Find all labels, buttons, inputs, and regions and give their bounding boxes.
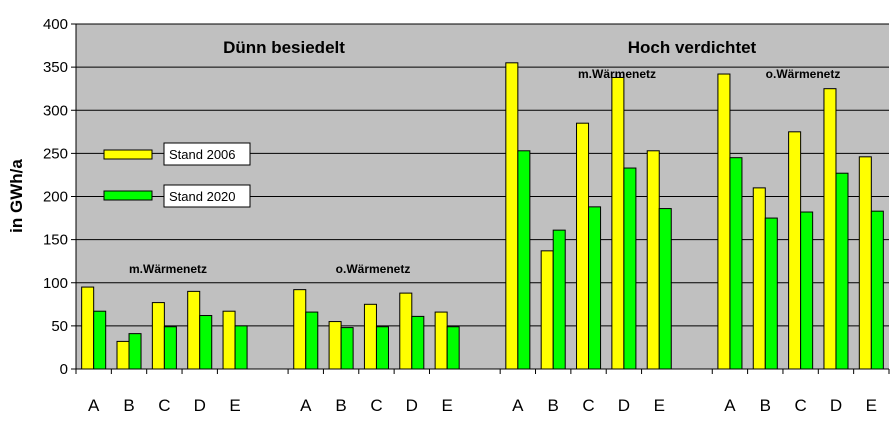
y-tick-label: 150 <box>43 232 68 249</box>
y-tick-label: 0 <box>60 361 68 378</box>
bar-stand-2006 <box>222 310 236 370</box>
y-tick-label: 250 <box>43 145 68 162</box>
x-category-label: C <box>794 396 806 415</box>
y-axis-label: in GWh/a <box>7 159 26 233</box>
legend-box-2006 <box>163 142 251 166</box>
bar-stand-2020 <box>446 326 460 370</box>
x-category-label: A <box>88 396 100 415</box>
x-category-label: E <box>866 396 877 415</box>
x-category-label: E <box>229 396 240 415</box>
x-category-label: C <box>158 396 170 415</box>
panel-title-right: Hoch verdichtet <box>628 38 757 57</box>
bar-stand-2020 <box>411 315 425 370</box>
legend-swatch-2006 <box>103 149 153 160</box>
bar-stand-2020 <box>764 217 778 370</box>
group-label-4: o.Wärmenetz <box>766 67 841 81</box>
bar-stand-2006 <box>611 76 625 370</box>
bar-stand-2020 <box>199 315 213 370</box>
y-tick-label: 400 <box>43 16 68 33</box>
bar-stand-2006 <box>823 88 837 370</box>
bar-stand-2020 <box>163 326 177 370</box>
bar-stand-2006 <box>187 290 201 370</box>
legend-label-2006: Stand 2006 <box>169 147 236 162</box>
group-label-3: m.Wärmenetz <box>578 67 656 81</box>
bar-stand-2006 <box>752 187 766 370</box>
x-category-label: A <box>512 396 524 415</box>
x-category-label: B <box>123 396 134 415</box>
bar-stand-2020 <box>588 206 602 370</box>
x-category-label: E <box>441 396 452 415</box>
bar-stand-2020 <box>870 210 884 370</box>
y-tick-label: 350 <box>43 59 68 76</box>
legend: Stand 2006 Stand 2020 <box>103 142 251 208</box>
bar-stand-2020 <box>835 172 849 370</box>
bar-stand-2020 <box>658 208 672 370</box>
bar-stand-2020 <box>340 327 354 370</box>
bar-stand-2020 <box>128 333 142 370</box>
bar-stand-2006 <box>363 303 377 370</box>
bar-stand-2020 <box>93 310 107 370</box>
bar-stand-2006 <box>540 250 554 370</box>
bar-stand-2020 <box>729 157 743 370</box>
x-category-label: B <box>548 396 559 415</box>
x-category-label: B <box>335 396 346 415</box>
x-category-label: B <box>760 396 771 415</box>
bar-stand-2006 <box>576 122 590 370</box>
legend-label-2020: Stand 2020 <box>169 189 236 204</box>
bar-stand-2020 <box>552 229 566 370</box>
y-tick-label: 100 <box>43 275 68 292</box>
group-label-2: o.Wärmenetz <box>336 262 411 276</box>
bar-stand-2006 <box>151 302 165 370</box>
bar-stand-2020 <box>800 211 814 370</box>
bar-stand-2020 <box>234 325 248 370</box>
bar-stand-2006 <box>717 73 731 370</box>
x-category-label: E <box>654 396 665 415</box>
bar-stand-2006 <box>116 340 130 370</box>
bar-stand-2006 <box>646 150 660 370</box>
x-category-label: D <box>194 396 206 415</box>
legend-swatch-2020 <box>103 190 153 201</box>
legend-box-2020 <box>163 184 251 208</box>
x-category-label: A <box>724 396 736 415</box>
bar-stand-2020 <box>375 326 389 370</box>
panel-title-left: Dünn besiedelt <box>223 38 345 57</box>
bar-stand-2006 <box>858 156 872 370</box>
x-category-label: D <box>618 396 630 415</box>
y-tick-label: 300 <box>43 102 68 119</box>
x-category-label: C <box>582 396 594 415</box>
bar-stand-2020 <box>623 167 637 370</box>
x-category-label: C <box>370 396 382 415</box>
x-category-label: D <box>830 396 842 415</box>
bar-stand-2006 <box>328 321 342 370</box>
bar-stand-2006 <box>788 131 802 370</box>
bar-stand-2006 <box>505 62 519 370</box>
x-category-label: A <box>300 396 312 415</box>
y-tick-label: 50 <box>51 318 68 335</box>
bar-stand-2006 <box>81 286 95 370</box>
bar-stand-2006 <box>434 311 448 370</box>
bar-stand-2006 <box>399 292 413 370</box>
x-category-label: D <box>406 396 418 415</box>
bar-stand-2020 <box>517 150 531 370</box>
y-tick-label: 200 <box>43 189 68 206</box>
bar-stand-2020 <box>305 311 319 370</box>
group-label-1: m.Wärmenetz <box>129 262 207 276</box>
bar-stand-2006 <box>293 289 307 370</box>
